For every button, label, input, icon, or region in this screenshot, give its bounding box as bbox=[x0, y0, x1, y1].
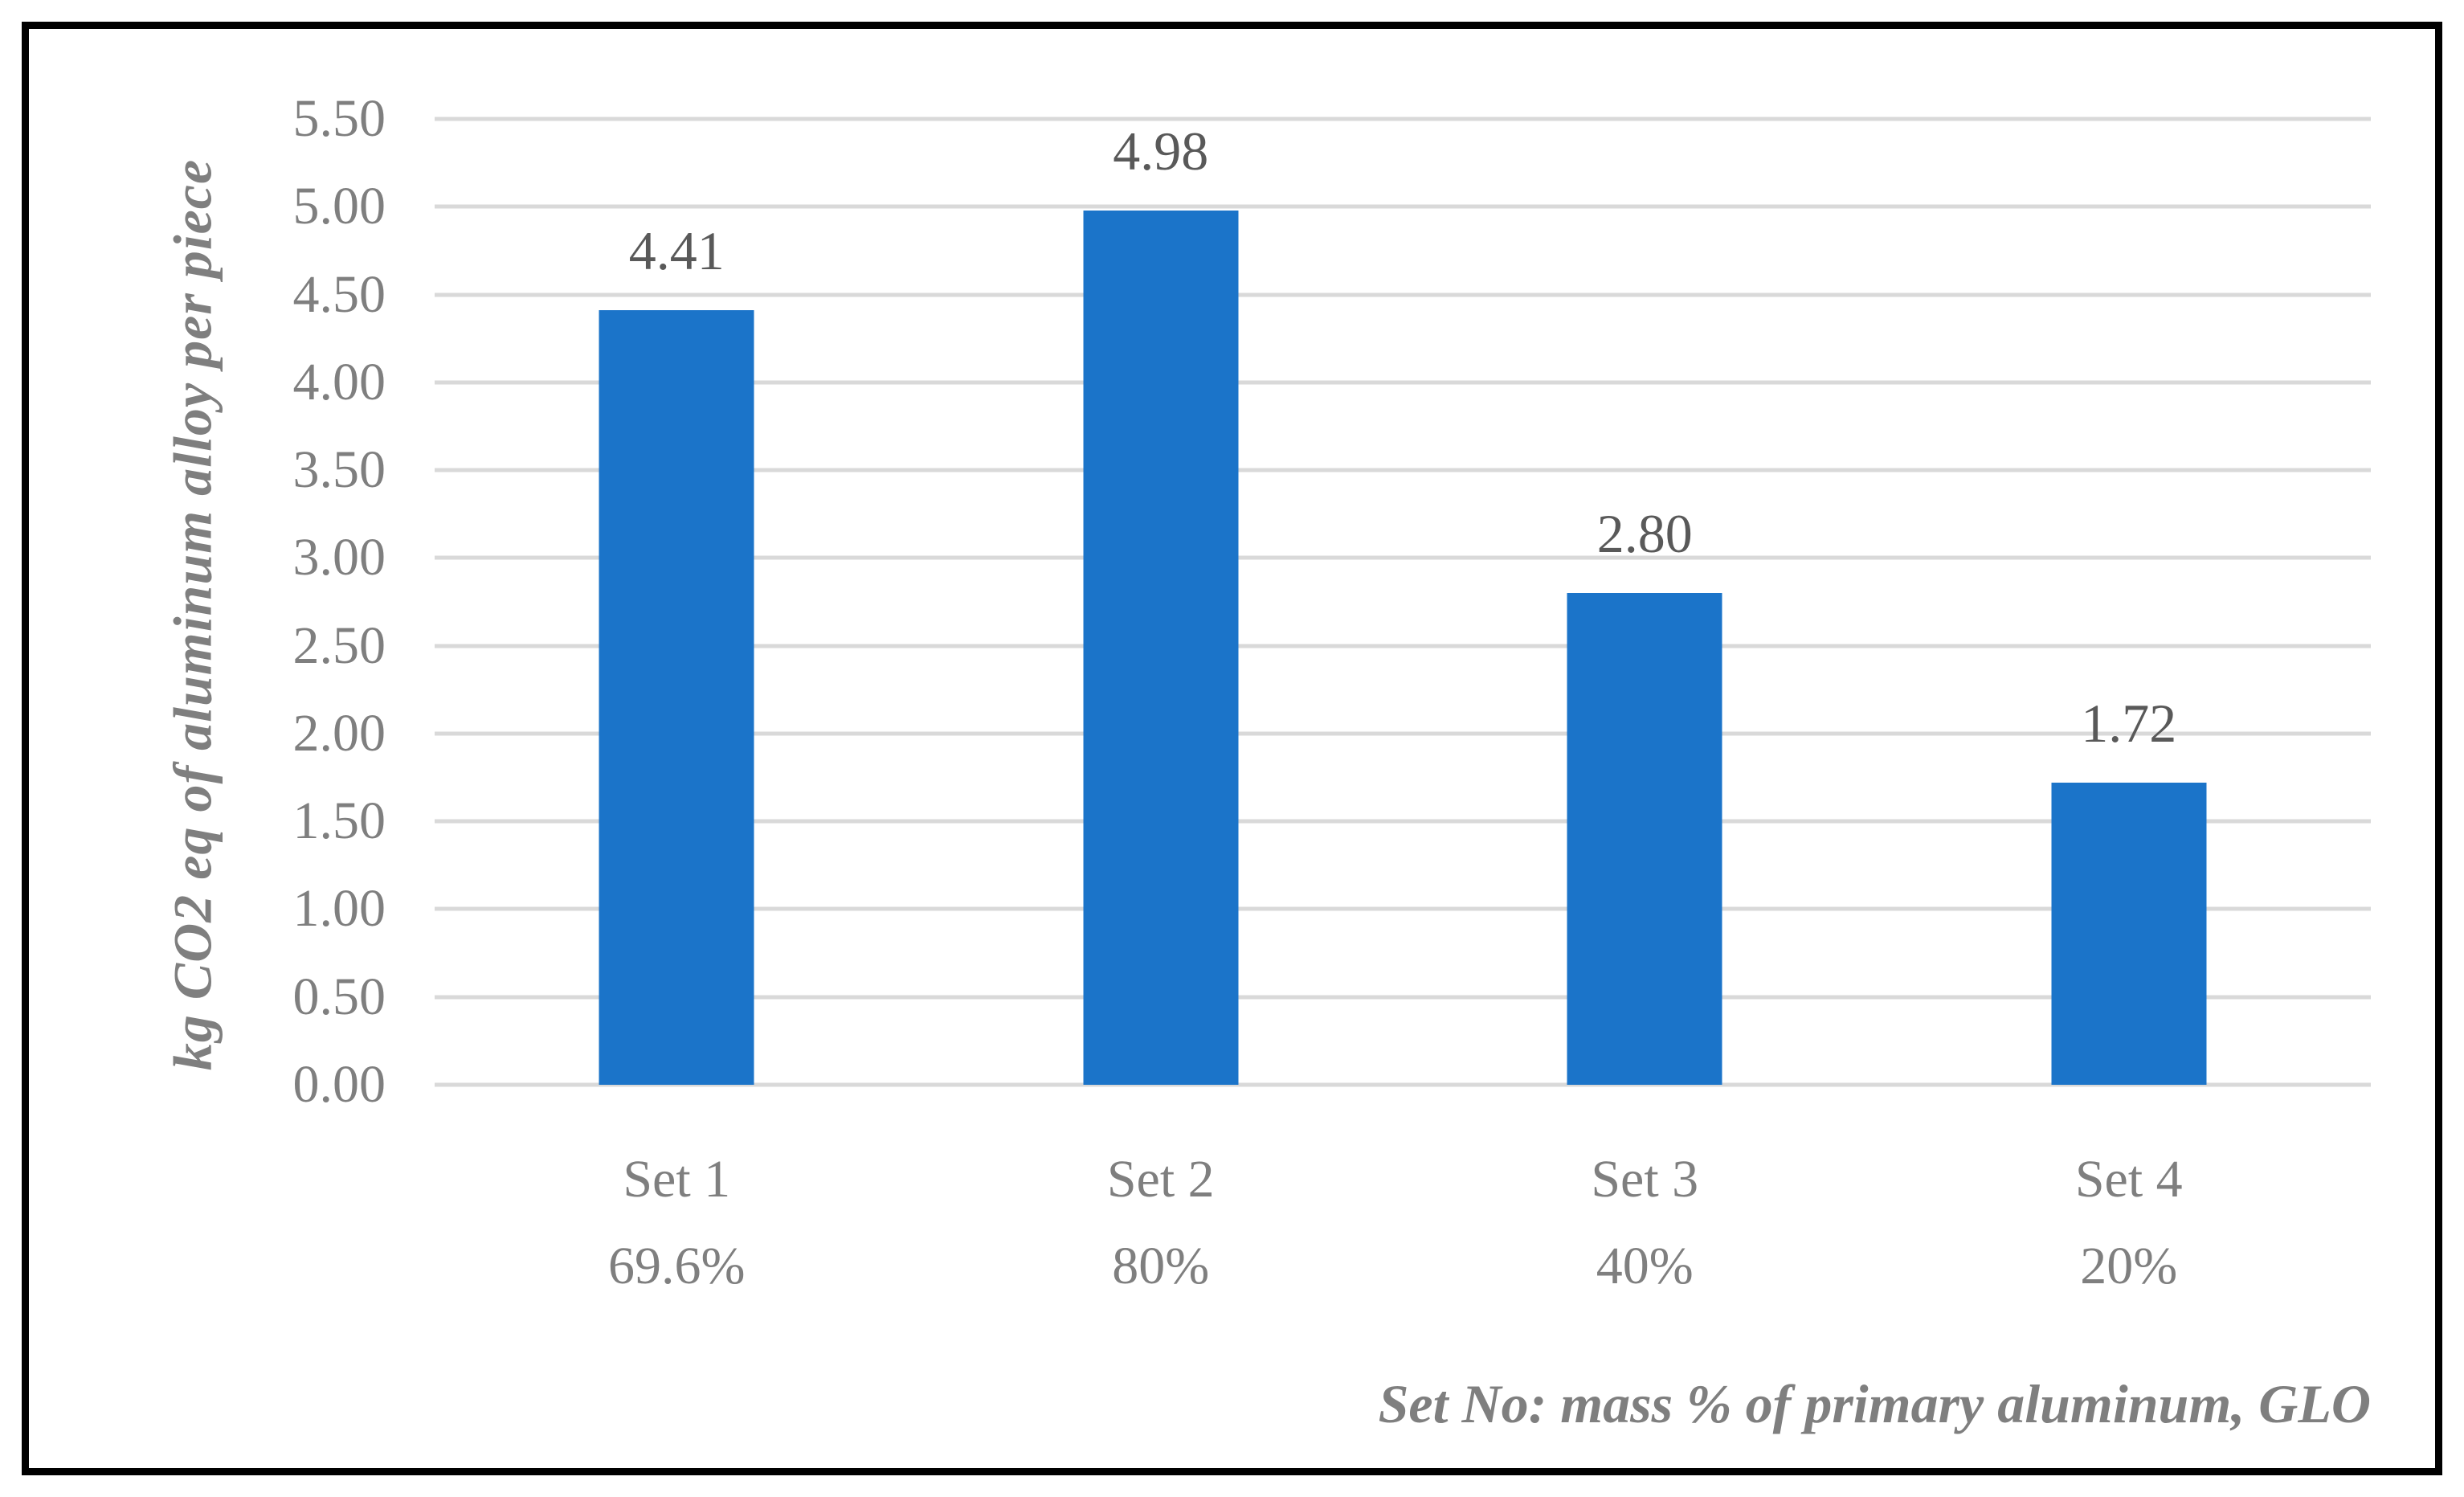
chart-frame: kg CO2 eq of aluminum alloy per piece 5.… bbox=[22, 22, 2442, 1475]
y-tick-label: 0.50 bbox=[292, 967, 386, 1026]
bar-slot: 1.72 bbox=[1887, 119, 2372, 1085]
gridline bbox=[435, 117, 2371, 121]
category-percent: 69.6% bbox=[608, 1237, 746, 1295]
category-name: Set 3 bbox=[1591, 1150, 1699, 1209]
gridline bbox=[435, 819, 2371, 824]
category-name: Set 1 bbox=[623, 1150, 731, 1209]
x-axis-title: Set No: mass % of primary aluminum, GLO bbox=[1378, 1373, 2371, 1434]
category-name: Set 4 bbox=[2074, 1150, 2183, 1209]
bar-slot: 4.41 bbox=[435, 119, 919, 1085]
bar-slot: 2.80 bbox=[1403, 119, 1887, 1085]
bar-data-label: 4.41 bbox=[628, 220, 725, 282]
bar-slot: 4.98 bbox=[919, 119, 1404, 1085]
gridline bbox=[435, 204, 2371, 209]
category-percent: 80% bbox=[1112, 1237, 1210, 1295]
y-tick-label: 3.50 bbox=[292, 440, 386, 500]
category-percent: 20% bbox=[2080, 1237, 2178, 1295]
x-axis-category-labels: Set 1 69.6% Set 2 80% Set 3 40% Set 4 20% bbox=[435, 1153, 2371, 1293]
bar-data-label: 4.98 bbox=[1113, 120, 1209, 182]
gridline bbox=[435, 906, 2371, 911]
bar-set-3 bbox=[1567, 593, 1722, 1085]
category-name: Set 2 bbox=[1106, 1150, 1215, 1209]
bar-data-label: 2.80 bbox=[1596, 503, 1693, 565]
y-tick-label: 0.00 bbox=[292, 1055, 386, 1114]
y-tick-label: 5.50 bbox=[292, 89, 386, 148]
plot-area: 4.41 4.98 2.80 1.72 bbox=[435, 117, 2371, 1087]
category-label-set-2: Set 2 80% bbox=[919, 1153, 1404, 1293]
gridline bbox=[435, 995, 2371, 1000]
gridline bbox=[435, 731, 2371, 736]
gridline bbox=[435, 468, 2371, 472]
y-tick-label: 1.50 bbox=[292, 791, 386, 851]
y-axis-tick-labels: 5.50 5.00 4.50 4.00 3.50 3.00 2.50 2.00 1.50 1.00… bbox=[29, 89, 386, 1114]
gridline bbox=[435, 292, 2371, 297]
y-tick-label: 4.00 bbox=[292, 352, 386, 411]
gridline bbox=[435, 644, 2371, 648]
gridline bbox=[435, 380, 2371, 385]
bar-slots: 4.41 4.98 2.80 1.72 bbox=[435, 119, 2371, 1085]
category-label-set-1: Set 1 69.6% bbox=[435, 1153, 919, 1293]
gridline bbox=[435, 555, 2371, 560]
y-tick-label: 1.00 bbox=[292, 879, 386, 939]
bar-data-label: 1.72 bbox=[2081, 693, 2177, 755]
y-tick-label: 5.00 bbox=[292, 177, 386, 236]
y-tick-label: 2.00 bbox=[292, 703, 386, 763]
y-tick-label: 4.50 bbox=[292, 264, 386, 324]
y-tick-label: 3.00 bbox=[292, 528, 386, 587]
bar-set-4 bbox=[2051, 783, 2207, 1085]
category-label-set-4: Set 4 20% bbox=[1887, 1153, 2372, 1293]
bar-set-2 bbox=[1083, 210, 1239, 1085]
bar-set-1 bbox=[599, 310, 754, 1085]
category-percent: 40% bbox=[1596, 1237, 1694, 1295]
y-tick-label: 2.50 bbox=[292, 616, 386, 675]
gridline bbox=[435, 1082, 2371, 1087]
category-label-set-3: Set 3 40% bbox=[1403, 1153, 1887, 1293]
